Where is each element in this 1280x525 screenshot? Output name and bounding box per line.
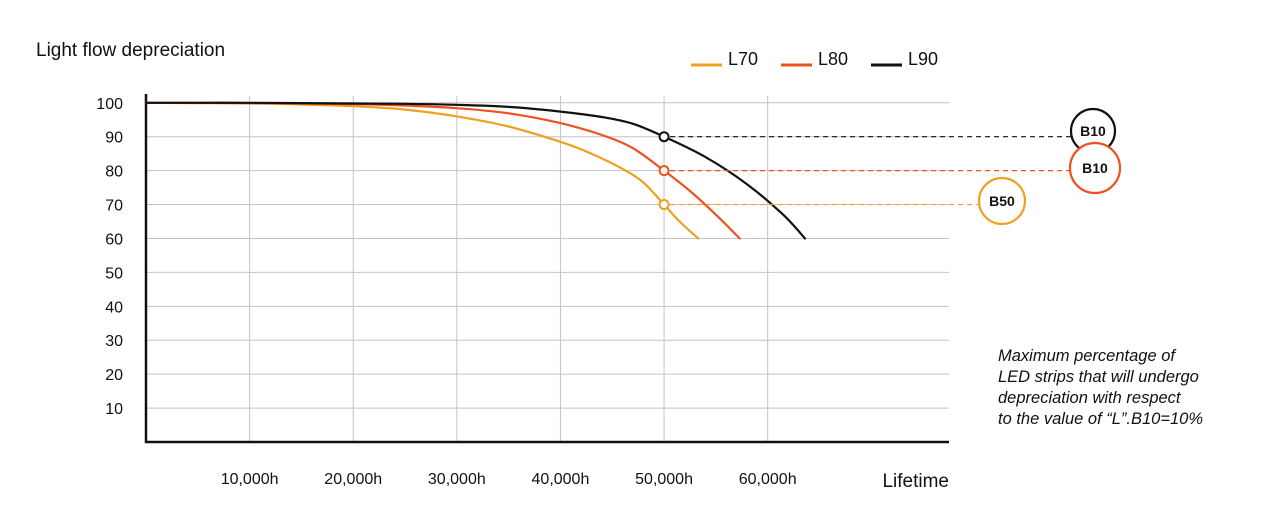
grid-lines — [146, 96, 949, 442]
data-point-marker-l90 — [658, 131, 670, 143]
axes — [144, 94, 949, 444]
marker-badge-label: B10 — [1080, 123, 1106, 139]
x-axis-label: Lifetime — [882, 471, 949, 492]
x-tick-label: 50,000h — [635, 471, 693, 488]
y-tick-label: 100 — [96, 96, 123, 113]
legend-label-l90: L90 — [908, 49, 938, 69]
y-tick-label: 50 — [105, 265, 123, 282]
y-tick-label: 90 — [105, 130, 123, 147]
x-tick-label: 30,000h — [428, 471, 486, 488]
annotation-line: depreciation with respect — [998, 389, 1181, 407]
y-tick-label: 60 — [105, 231, 123, 248]
series-line-l90 — [144, 101, 807, 240]
legend-label-l80: L80 — [818, 49, 848, 69]
legend: L70 L80 L90 — [691, 49, 938, 69]
y-tick-label: 80 — [105, 164, 123, 181]
x-tick-label: 60,000h — [739, 471, 797, 488]
annotation-line: LED strips that will undergo — [998, 368, 1199, 386]
y-tick-label: 20 — [105, 367, 123, 384]
marker-badge-circle — [1068, 141, 1122, 195]
y-tick-label: 40 — [105, 299, 123, 316]
series-lines — [144, 101, 807, 240]
x-tick-label: 20,000h — [324, 471, 382, 488]
x-tick-label: 10,000h — [221, 471, 279, 488]
y-tick-label: 70 — [105, 198, 123, 215]
data-point-marker-l80 — [658, 165, 670, 177]
marker-badge-label: B10 — [1082, 160, 1108, 176]
tick-labels: 10 20 30 40 50 60 70 80 90 100 10,000h 20,000h 30,00… — [96, 96, 796, 488]
x-tick-label: 40,000h — [532, 471, 590, 488]
y-tick-label: 30 — [105, 333, 123, 350]
annotation-line: Maximum percentage of — [998, 347, 1175, 365]
y-tick-label: 10 — [105, 401, 123, 418]
marker-badge-circle — [977, 176, 1027, 226]
data-point-marker-l70 — [658, 199, 670, 211]
annotation-note: Maximum percentage of LED strips that wi… — [998, 346, 1268, 430]
annotation-line: to the value of “L”.B10=10% — [998, 410, 1204, 428]
marker-badge-label: B50 — [989, 193, 1015, 209]
chart-title: Light flow depreciation — [36, 40, 225, 61]
legend-label-l70: L70 — [728, 49, 758, 69]
markers: B10 B10 B50 — [658, 107, 1122, 226]
